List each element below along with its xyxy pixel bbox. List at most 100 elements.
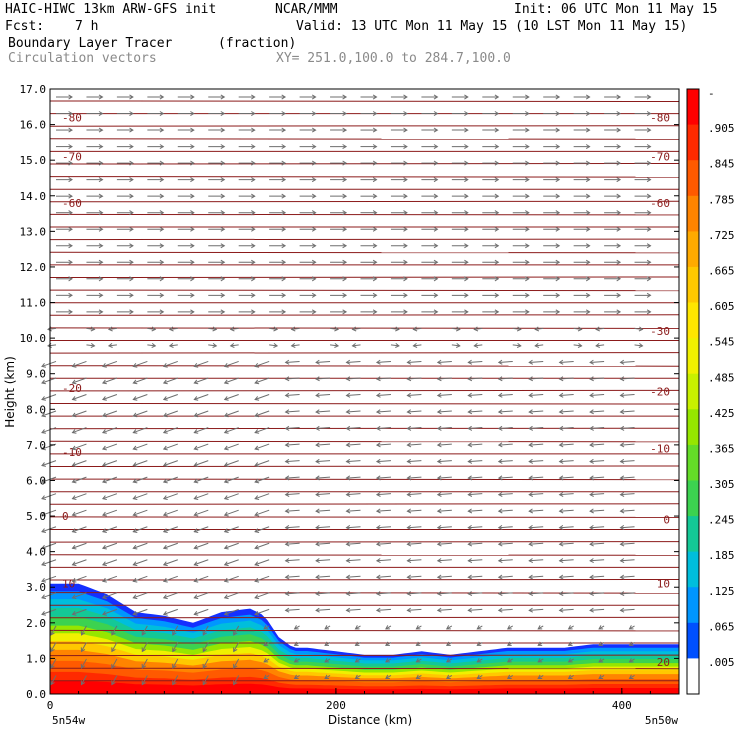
vector-shaft [72, 377, 87, 384]
vector-shaft [291, 327, 300, 330]
vector-head [233, 663, 238, 669]
vector-shaft [498, 476, 513, 479]
vector-shaft [254, 360, 270, 367]
vector-head [403, 193, 408, 199]
vector-head [162, 544, 168, 550]
vector-head [646, 259, 652, 265]
vector-shaft [346, 460, 361, 463]
vector-shaft [72, 559, 87, 566]
vector-shaft [147, 327, 156, 330]
vector-head [589, 425, 594, 431]
vector-shaft [133, 427, 148, 434]
vector-head [315, 491, 320, 497]
vector-shaft [620, 443, 635, 446]
vector-shaft [559, 592, 574, 595]
vector-shaft [133, 608, 148, 615]
vector-head [555, 309, 561, 315]
vector-head [132, 594, 138, 600]
vector-head [101, 610, 107, 616]
vector-head [190, 94, 195, 100]
vector-head [129, 210, 134, 216]
vector-shaft [446, 675, 453, 679]
vector-shaft [86, 327, 95, 330]
vector-shaft [590, 427, 605, 430]
vector-shaft [468, 394, 483, 396]
vector-shaft [376, 592, 391, 595]
vector-shaft [316, 410, 331, 413]
vector-head [281, 210, 287, 216]
vector-shaft [108, 344, 117, 347]
vector-head [71, 412, 77, 418]
vector-head [281, 276, 287, 282]
vector-shaft [163, 377, 178, 384]
vector-head [315, 475, 320, 481]
vector-head [41, 462, 47, 467]
vector-shaft [224, 493, 239, 500]
vector-head [251, 210, 256, 216]
vector-head [403, 94, 408, 100]
vector-head [162, 462, 168, 467]
vector-head [281, 193, 287, 199]
contour-line [49, 251, 680, 254]
vector-shaft [285, 476, 300, 479]
colorbar-label-0: - [708, 87, 715, 100]
vector-head [68, 210, 73, 216]
vector-head [324, 674, 329, 679]
vector-head [107, 343, 113, 348]
vector-head [193, 462, 199, 467]
vector-shaft [346, 476, 361, 479]
vector-head [351, 326, 357, 332]
vector-head [101, 478, 107, 484]
vector-head [555, 259, 561, 265]
vector-shaft [596, 327, 605, 330]
vector-shaft [437, 559, 452, 562]
contour-label-right-5: -10 [650, 442, 670, 455]
vector-head [132, 577, 138, 583]
vector-shaft [529, 460, 544, 463]
vector-head [555, 144, 561, 150]
vector-head [132, 362, 138, 368]
vector-shaft [376, 493, 391, 496]
vector-head [193, 445, 199, 451]
vector-shaft [133, 526, 148, 533]
vector-head [68, 276, 73, 282]
vector-head [98, 276, 104, 282]
vector-head [254, 528, 260, 533]
vector-head [263, 625, 269, 630]
y-tick-label-17: 17.0 [20, 83, 47, 96]
vector-head [101, 495, 107, 500]
colorbar-label-12: .245 [708, 514, 735, 527]
vector-shaft [254, 410, 270, 417]
vector-head [375, 607, 381, 613]
vector-head [585, 226, 591, 232]
vector-head [284, 574, 290, 580]
vector-shaft [620, 360, 635, 363]
vector-head [229, 343, 235, 348]
vector-shaft [407, 542, 422, 545]
vector-shaft [529, 427, 544, 430]
vector-head [98, 309, 104, 315]
vector-shaft [102, 542, 118, 549]
vector-head [403, 127, 408, 133]
vector-head [497, 491, 503, 497]
vector-head [223, 412, 229, 418]
vector-shaft [208, 344, 217, 347]
vector-head [342, 276, 348, 282]
vector-head [172, 630, 177, 636]
contour-label-right-4: -20 [650, 386, 670, 399]
vector-head [162, 577, 168, 583]
vector-shaft [285, 394, 300, 396]
vector-shaft [194, 410, 209, 417]
vector-head [395, 343, 400, 348]
vector-shaft [376, 526, 391, 529]
vector-head [172, 647, 177, 653]
vector-shaft [474, 327, 483, 330]
vector-shaft [163, 460, 178, 467]
vector-head [311, 309, 317, 315]
vector-head [619, 425, 625, 431]
vector-shaft [41, 410, 57, 417]
vector-shaft [437, 410, 452, 413]
vector-head [281, 160, 287, 166]
y-tick-label-4: 4.0 [26, 546, 46, 559]
vector-head [50, 663, 55, 669]
